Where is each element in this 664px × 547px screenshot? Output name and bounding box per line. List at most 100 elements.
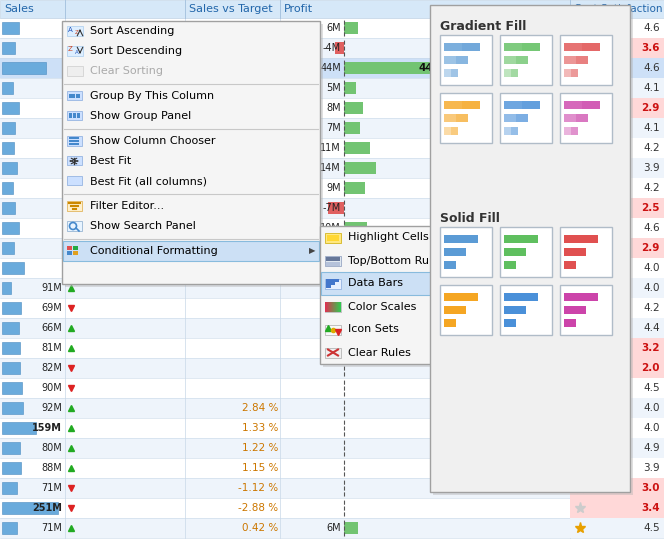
- Text: 4.6: 4.6: [643, 63, 660, 73]
- Bar: [504, 127, 518, 135]
- Bar: [570, 158, 664, 178]
- Text: 2.0: 2.0: [641, 363, 660, 373]
- Bar: [323, 229, 506, 367]
- Text: ▶: ▶: [492, 256, 498, 265]
- Bar: [440, 35, 492, 85]
- Bar: [344, 222, 367, 234]
- Bar: [500, 93, 552, 143]
- Bar: [67, 66, 83, 76]
- Bar: [570, 18, 664, 38]
- Text: Profit: Profit: [284, 4, 313, 14]
- Bar: [0, 258, 664, 278]
- Bar: [451, 127, 458, 135]
- Bar: [522, 101, 540, 109]
- Bar: [500, 227, 552, 277]
- Bar: [67, 91, 82, 100]
- Text: 4.1: 4.1: [643, 83, 660, 93]
- Bar: [320, 226, 503, 364]
- Bar: [440, 285, 492, 335]
- Bar: [65, 24, 323, 287]
- Bar: [564, 319, 576, 327]
- Bar: [344, 102, 363, 114]
- Bar: [564, 56, 588, 64]
- Bar: [2, 442, 20, 454]
- Text: Sort Ascending: Sort Ascending: [90, 26, 175, 36]
- Bar: [344, 142, 369, 154]
- Text: 11M: 11M: [320, 143, 341, 153]
- Bar: [0, 338, 664, 358]
- Bar: [504, 248, 526, 256]
- Text: Show Search Panel: Show Search Panel: [90, 221, 196, 231]
- Bar: [2, 302, 21, 314]
- Bar: [433, 8, 633, 495]
- Bar: [504, 101, 540, 109]
- Bar: [570, 278, 664, 298]
- Bar: [344, 262, 372, 274]
- Bar: [576, 114, 588, 122]
- Text: 1.22 %: 1.22 %: [242, 443, 278, 453]
- Text: 4.0: 4.0: [643, 263, 660, 273]
- Bar: [444, 306, 466, 314]
- Bar: [570, 518, 664, 538]
- Bar: [326, 301, 327, 311]
- Text: Sales vs Target: Sales vs Target: [189, 4, 273, 14]
- Bar: [344, 82, 356, 94]
- Bar: [500, 285, 552, 335]
- Text: 4.2: 4.2: [643, 183, 660, 193]
- Bar: [522, 43, 540, 51]
- Bar: [571, 69, 578, 77]
- Text: -2.88 %: -2.88 %: [238, 503, 278, 513]
- Text: Clear Sorting: Clear Sorting: [90, 66, 163, 76]
- Bar: [2, 362, 21, 374]
- Text: Clear Rules: Clear Rules: [348, 347, 411, 358]
- Bar: [325, 347, 341, 358]
- Bar: [500, 35, 552, 85]
- Bar: [564, 248, 586, 256]
- Text: 2.84 %: 2.84 %: [242, 403, 278, 413]
- Bar: [67, 246, 72, 250]
- Bar: [331, 301, 332, 311]
- Bar: [2, 282, 11, 294]
- Bar: [504, 261, 516, 269]
- Bar: [444, 43, 480, 51]
- Text: 91M: 91M: [41, 283, 62, 293]
- Bar: [339, 301, 340, 311]
- Bar: [570, 498, 664, 518]
- Bar: [344, 522, 358, 534]
- Text: 10M: 10M: [320, 223, 341, 233]
- Bar: [0, 98, 664, 118]
- Bar: [0, 238, 664, 258]
- Bar: [564, 127, 578, 135]
- Bar: [511, 127, 518, 135]
- Bar: [570, 338, 664, 358]
- Text: Sales: Sales: [4, 4, 34, 14]
- Text: 69M: 69M: [41, 303, 62, 313]
- Bar: [570, 118, 664, 138]
- Bar: [0, 218, 664, 238]
- Bar: [67, 221, 82, 231]
- Bar: [67, 26, 83, 36]
- Bar: [73, 246, 78, 250]
- Bar: [564, 43, 600, 51]
- Text: 1.15 %: 1.15 %: [242, 123, 278, 133]
- Bar: [570, 418, 664, 438]
- Bar: [2, 322, 19, 334]
- Text: 4.0: 4.0: [643, 283, 660, 293]
- Bar: [0, 458, 664, 478]
- Text: Z: Z: [68, 46, 73, 52]
- Bar: [511, 69, 518, 77]
- Bar: [0, 118, 664, 138]
- Bar: [564, 101, 600, 109]
- Bar: [69, 94, 75, 98]
- Text: 4.9: 4.9: [643, 443, 660, 453]
- Text: 90M: 90M: [41, 383, 62, 393]
- Bar: [0, 278, 664, 298]
- Bar: [504, 56, 528, 64]
- Bar: [560, 227, 612, 277]
- Text: 4.03 %: 4.03 %: [242, 223, 278, 233]
- Bar: [0, 398, 664, 418]
- Bar: [444, 56, 468, 64]
- Bar: [504, 235, 538, 243]
- Text: ▶: ▶: [492, 348, 498, 357]
- Text: ▶: ▶: [492, 279, 498, 288]
